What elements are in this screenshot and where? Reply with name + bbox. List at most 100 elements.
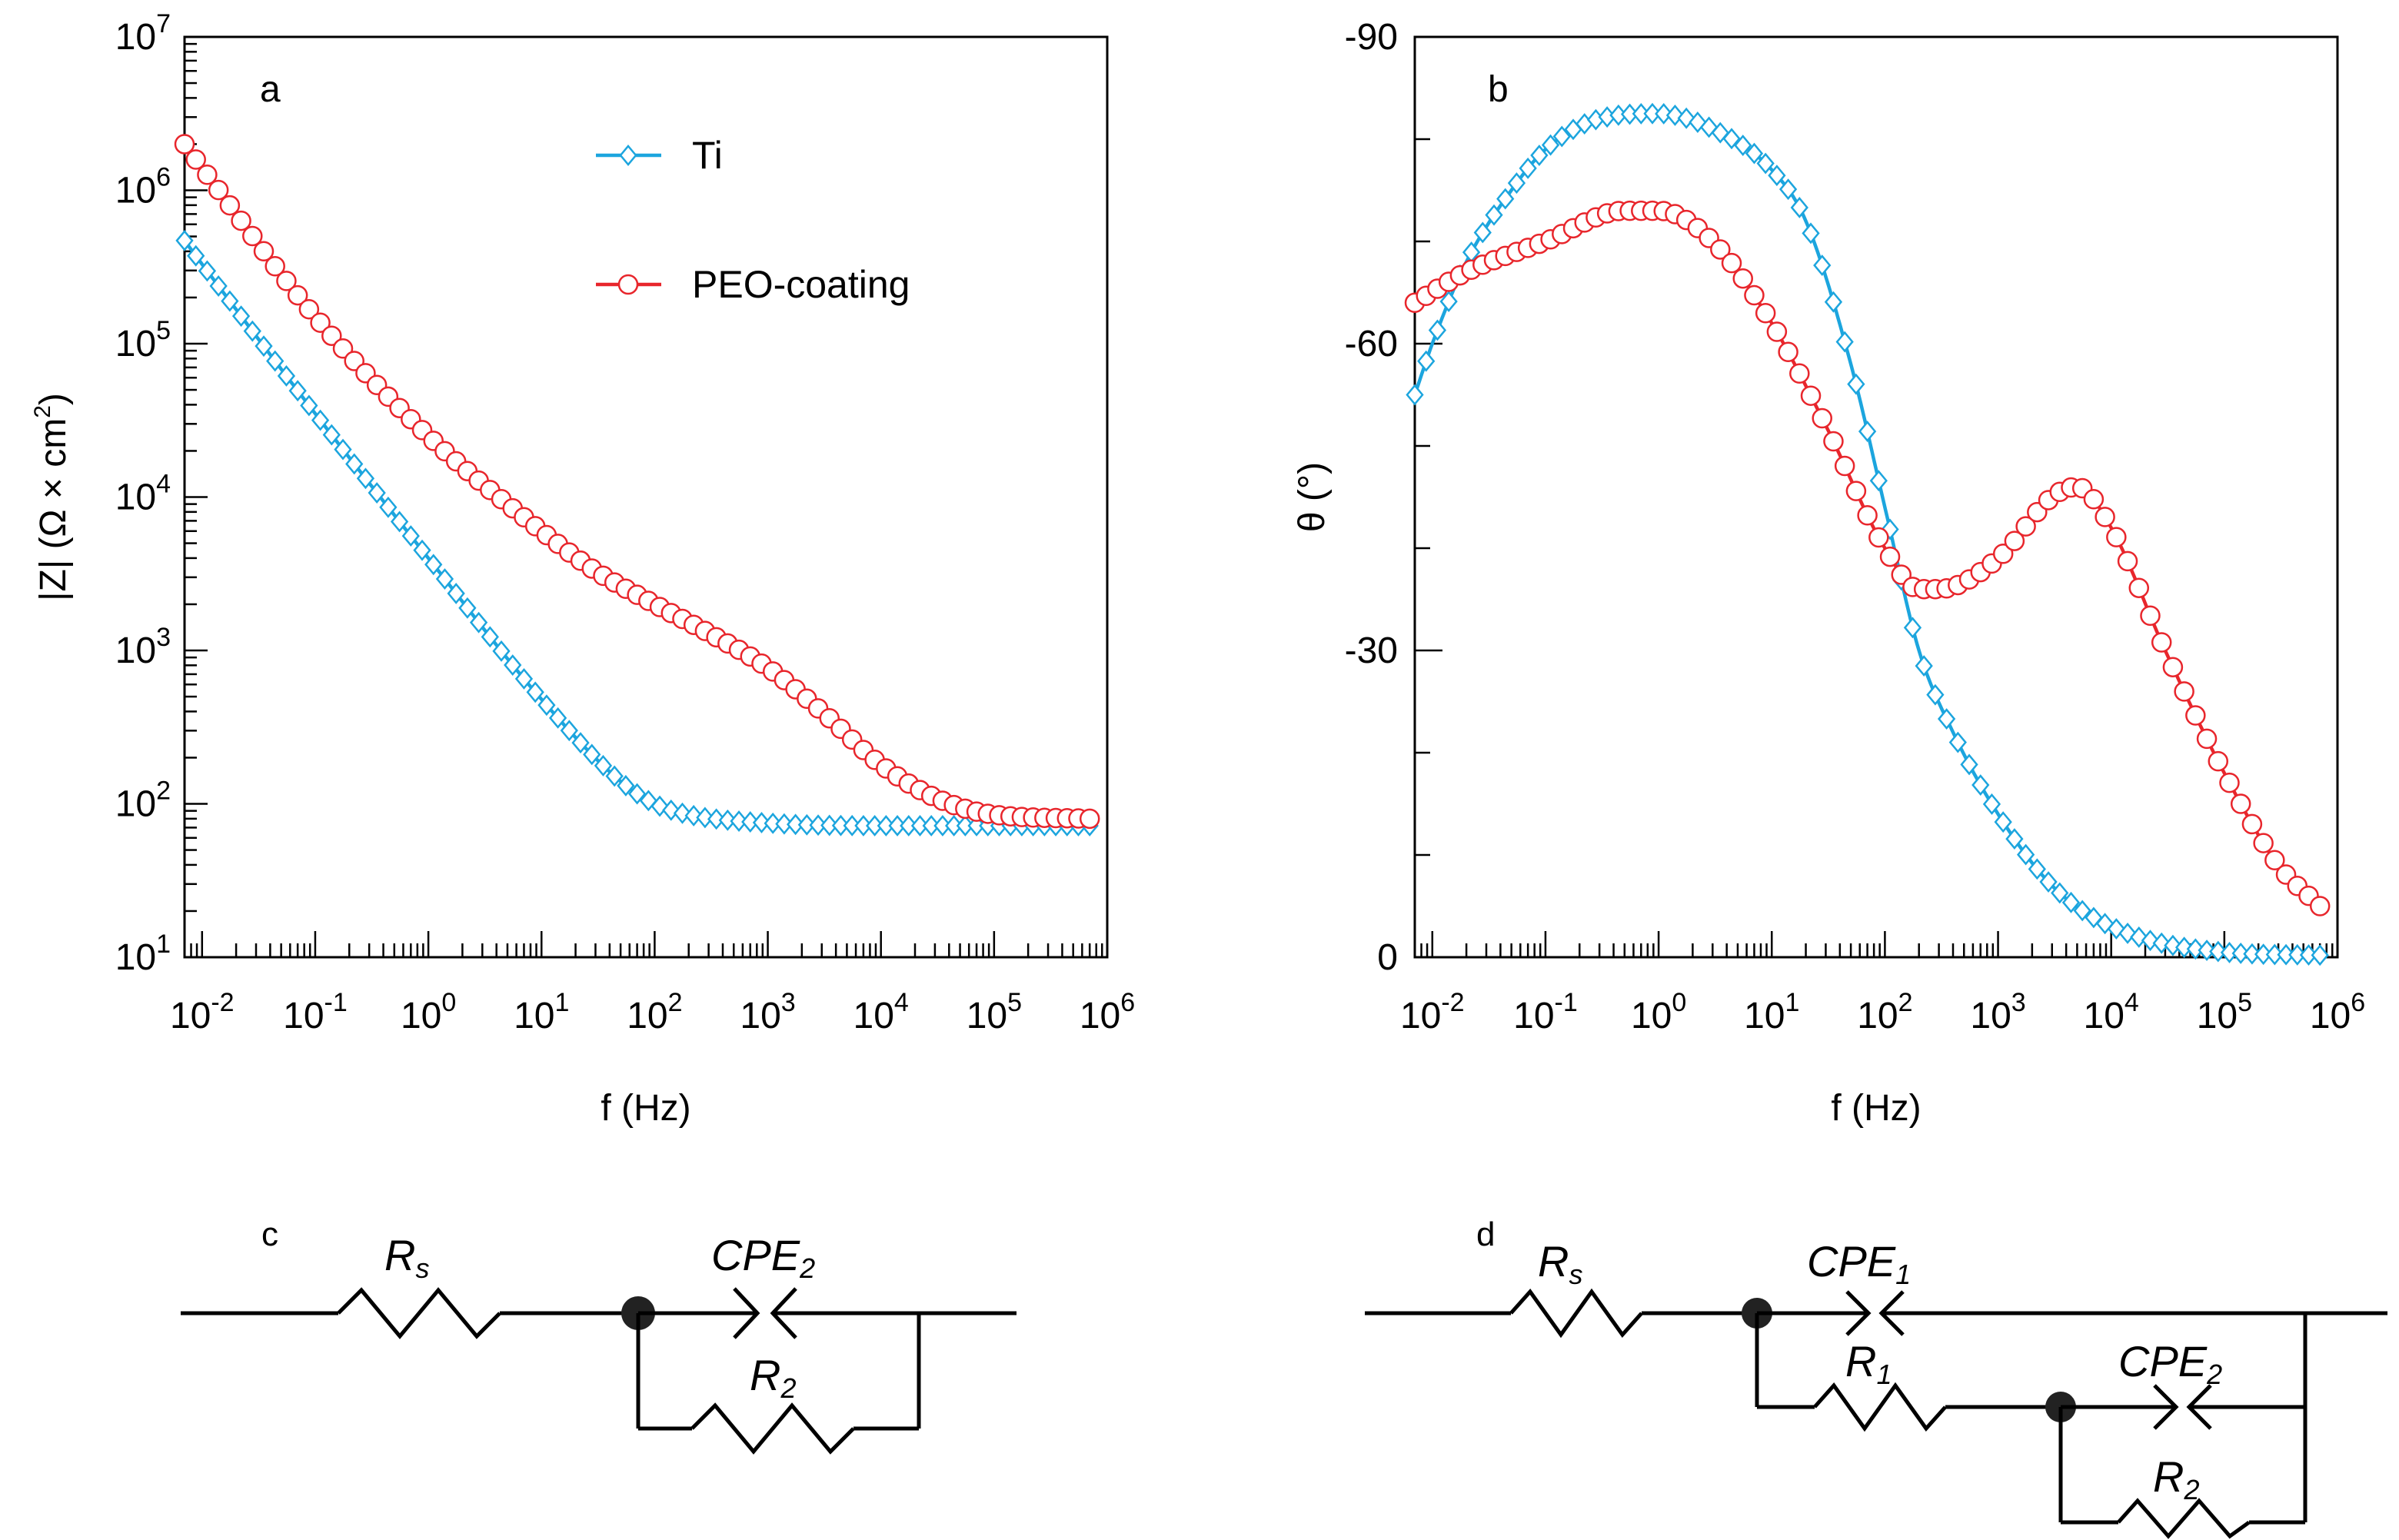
panel-a-point-peo-coating: [197, 164, 218, 185]
panel-b-point-peo-coating: [1992, 543, 2014, 564]
circuit-d-cpe1-label: CPE1: [1807, 1237, 1911, 1290]
panel-b-point-ti: [1439, 291, 1458, 313]
panel-b-point-ti: [1835, 331, 1854, 353]
panel-a-x-tick-label: 102: [627, 988, 682, 1036]
equivalent-circuit-d: d Rs CPE1 R1 CPE2 R2: [1365, 1216, 2387, 1539]
panel-b-point-peo-coating: [1845, 481, 1867, 501]
circuit-c-cpe2-label: CPE2: [711, 1231, 815, 1284]
panel-b-x-tick-label: 105: [2197, 988, 2252, 1036]
panel-b-point-ti: [1530, 145, 1549, 167]
panel-a-point-peo-coating: [242, 225, 263, 247]
panel-a-x-tick-label: 100: [401, 988, 456, 1036]
panel-a-point-ti: [231, 305, 251, 328]
panel-b-point-ti: [1665, 105, 1685, 126]
panel-a-point-ti: [435, 568, 454, 590]
panel-b-point-peo-coating: [1778, 341, 1798, 363]
circuit-d-cpe2-left: [2153, 1384, 2179, 1430]
panel-b-point-peo-coating: [2174, 681, 2194, 702]
circuit-c-cpe2-left: [733, 1287, 760, 1339]
panel-a-point-peo-coating: [298, 298, 320, 320]
panel-b-point-peo-coating: [2185, 705, 2206, 726]
panel-a-point-ti: [368, 482, 386, 504]
panel-b-point-ti: [1519, 157, 1537, 179]
panel-b-point-ti: [1858, 421, 1877, 443]
panel-b-point-ti: [1496, 188, 1515, 210]
panel-b-point-ti: [1541, 134, 1560, 156]
panel-a-point-ti: [571, 732, 590, 754]
panel-b-point-ti: [2051, 882, 2069, 904]
panel-b-point-ti: [1485, 204, 1503, 226]
circuit-d-r1-label: R1: [1845, 1337, 1892, 1390]
panel-a-point-ti: [447, 582, 465, 604]
panel-a-point-ti: [458, 597, 477, 619]
panel-a-point-peo-coating: [219, 195, 241, 216]
panel-a-point-ti: [209, 275, 228, 297]
panel-a-y-tick-label: 103: [115, 623, 171, 671]
panel-b-point-peo-coating: [1823, 431, 1844, 452]
panel-b-point-ti: [2061, 891, 2081, 913]
panel-b-point-peo-coating: [2309, 896, 2331, 916]
panel-b-line-peo-coating: [1413, 208, 2321, 908]
panel-b-point-ti: [1722, 128, 1741, 150]
panel-b-point-ti: [2005, 828, 2024, 850]
panel-b-point-ti: [1903, 617, 1922, 639]
circuit-c-resistor-rs: [337, 1287, 501, 1339]
panel-b-point-ti: [2028, 858, 2046, 880]
panel-a-x-tick-label: 103: [740, 988, 795, 1036]
panel-b-x-tick-label: 102: [1857, 988, 1912, 1036]
panel-a-point-ti: [627, 783, 647, 805]
panel-a-point-peo-coating: [265, 256, 285, 277]
panel-a-point-ti: [424, 554, 443, 576]
panel-a-point-ti: [334, 438, 352, 461]
panel-a-x-tick-label: 101: [514, 988, 569, 1036]
panel-b-point-ti: [2209, 940, 2228, 963]
panel-b-point-ti: [2141, 930, 2160, 952]
panel-a-x-axis-label: f (Hz): [601, 1088, 690, 1129]
panel-label-a: a: [260, 69, 281, 110]
panel-a-point-ti: [504, 654, 522, 677]
panel-a-point-ti: [650, 795, 669, 817]
panel-a-point-ti: [255, 335, 273, 358]
panel-b-point-ti: [2243, 943, 2261, 965]
panel-b-x-tick-label: 10-1: [1513, 988, 1578, 1036]
panel-b-point-ti: [1768, 165, 1786, 187]
panel-a-x-tick-label: 104: [853, 988, 909, 1036]
panel-b-point-peo-coating: [1755, 303, 1776, 324]
panel-b-x-tick-label: 100: [1631, 988, 1686, 1036]
panel-b-point-peo-coating: [2253, 833, 2274, 853]
legend-label-peo-coating: PEO-coating: [692, 263, 910, 306]
panel-a-point-ti: [221, 290, 239, 312]
panel-b-point-ti: [2220, 941, 2239, 963]
panel-b-x-axis-label: f (Hz): [1831, 1088, 1921, 1129]
panel-b-point-ti: [2016, 843, 2035, 866]
panel-a-point-ti: [492, 640, 511, 662]
panel-b-y-tick-label: -60: [1345, 324, 1398, 364]
panel-b-point-peo-coating: [2140, 605, 2161, 627]
panel-b-point-peo-coating: [1834, 455, 1855, 477]
panel-b-point-peo-coating: [2095, 507, 2115, 527]
panel-a-point-ti: [266, 350, 284, 372]
panel-b-point-ti: [2118, 922, 2137, 944]
panel-b-point-ti: [2175, 936, 2194, 959]
panel-b-point-ti: [1847, 373, 1865, 395]
panel-label-c: c: [261, 1216, 278, 1253]
panel-b-point-peo-coating: [1812, 407, 1832, 429]
panel-a-x-tick-label: 10-1: [283, 988, 348, 1036]
panel-a-y-tick-label: 101: [115, 930, 171, 978]
panel-b-point-peo-coating: [1789, 363, 1810, 384]
circuit-c-r2-label: R2: [750, 1351, 796, 1404]
panel-b-point-ti: [2039, 871, 2058, 893]
panel-a-point-ti: [684, 804, 703, 827]
panel-a-point-ti: [390, 511, 409, 533]
panel-b-point-ti: [1790, 197, 1808, 218]
circuit-d-resistor-r1: [1813, 1382, 1947, 1432]
panel-a-x-tick-label: 106: [1080, 988, 1135, 1036]
legend-marker-peo-coating: [617, 274, 639, 295]
panel-b-point-ti: [2152, 932, 2171, 954]
circuit-c-resistor-r2: [690, 1402, 855, 1455]
panel-a-point-ti: [401, 525, 420, 547]
panel-b-y-axis-label: θ (°): [1292, 462, 1333, 532]
panel-a-y-tick-label: 102: [115, 777, 171, 825]
panel-a-point-ti: [786, 813, 805, 836]
